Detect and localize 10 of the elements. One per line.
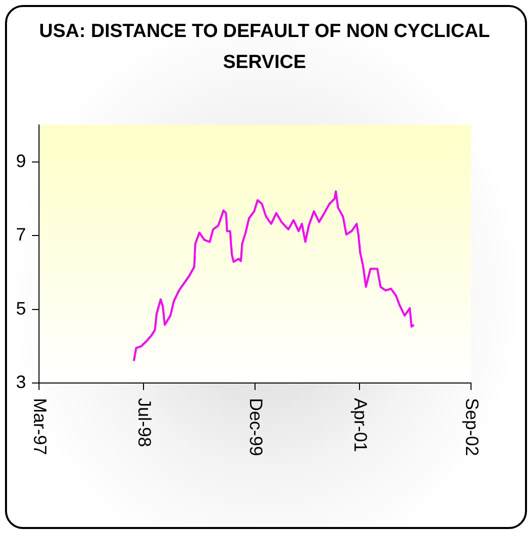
x-tick-label: Apr-01: [350, 398, 371, 452]
y-tick-label: 3: [16, 372, 26, 392]
x-tick-label: Mar-97: [30, 398, 50, 456]
y-tick-label: 9: [16, 150, 26, 171]
y-tick-label: 7: [16, 224, 26, 245]
x-tick-label: Jul-98: [134, 398, 155, 448]
x-tick-label: Sep-02: [462, 398, 482, 456]
x-tick-label: Dec-99: [246, 398, 266, 456]
y-tick-label: 5: [16, 298, 26, 318]
chart-title: USA: DISTANCE TO DEFAULT OF NON CYCLICAL SERVICE: [38, 20, 491, 75]
